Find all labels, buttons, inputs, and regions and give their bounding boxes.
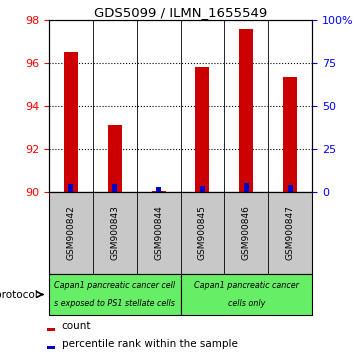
Bar [288,185,293,192]
Bar [68,184,73,192]
Bar [112,184,117,192]
Bar [64,52,78,192]
Bar [47,328,55,331]
Bar [283,77,297,192]
Text: Capan1 pancreatic cancer cell: Capan1 pancreatic cancer cell [54,281,175,290]
Text: GSM900843: GSM900843 [110,206,119,261]
Text: count: count [62,321,91,331]
Bar [200,186,205,192]
Text: protocol: protocol [0,290,38,299]
Bar [152,191,166,192]
Bar [195,67,209,192]
Text: GSM900845: GSM900845 [198,206,207,261]
Text: GSM900847: GSM900847 [286,206,295,261]
Text: GSM900846: GSM900846 [242,206,251,261]
Title: GDS5099 / ILMN_1655549: GDS5099 / ILMN_1655549 [94,6,267,19]
Bar [180,274,312,315]
Bar [108,125,122,192]
Bar [244,183,249,192]
Text: Capan1 pancreatic cancer: Capan1 pancreatic cancer [194,281,299,290]
Text: s exposed to PS1 stellate cells: s exposed to PS1 stellate cells [54,299,175,308]
Text: GSM900842: GSM900842 [66,206,75,261]
Bar [49,274,180,315]
Text: GSM900844: GSM900844 [154,206,163,261]
Text: cells only: cells only [228,299,265,308]
Bar [239,29,253,192]
Bar [47,347,55,349]
Bar [156,187,161,192]
Text: percentile rank within the sample: percentile rank within the sample [62,339,238,349]
